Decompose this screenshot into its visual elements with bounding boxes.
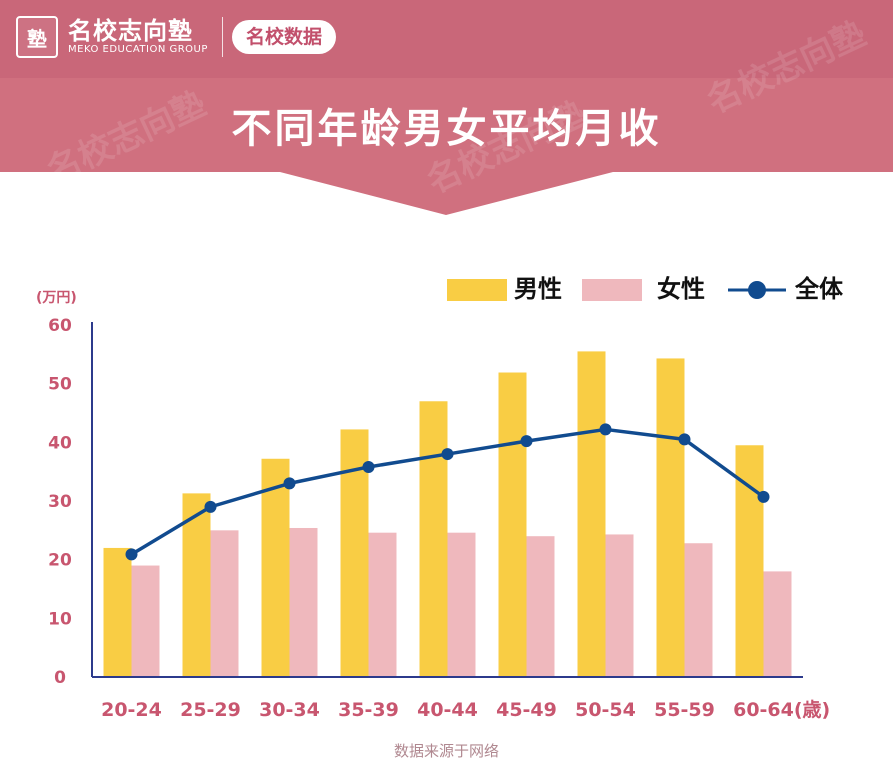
bar-female (526, 536, 555, 677)
bar-female (763, 571, 792, 677)
y-tick-label: 0 (54, 668, 66, 688)
total-point (757, 490, 770, 503)
total-line-series (125, 423, 770, 561)
total-point (678, 433, 691, 446)
total-point (283, 477, 296, 490)
x-tick-label: 20-24 (101, 699, 162, 721)
legend-label-female: 女性 (657, 275, 705, 303)
y-tick-label: 40 (48, 433, 72, 453)
bar-male (103, 547, 132, 677)
brand-logo-group: 塾 名校志向塾 MEKO EDUCATION GROUP (16, 16, 223, 58)
legend-swatch-total-dot (748, 281, 766, 299)
bar-male (419, 401, 448, 677)
source-note: 数据来源于网络 (393, 742, 499, 760)
y-tick-label: 30 (48, 492, 72, 512)
bar-female (289, 527, 318, 677)
x-tick-label: 30-34 (259, 699, 320, 721)
chart-legend: 男性 女性 全体 (447, 275, 844, 303)
bar-male (182, 493, 211, 677)
brand-logo-icon: 塾 (16, 16, 58, 58)
bar-female (605, 534, 634, 677)
bar-male (735, 445, 764, 677)
y-tick-label: 60 (48, 316, 72, 336)
x-tick-label: 35-39 (338, 699, 399, 721)
y-tick-label: 20 (48, 551, 72, 571)
total-point (204, 500, 217, 513)
bar-male (261, 458, 290, 677)
x-tick-label: 50-54 (575, 699, 636, 721)
bar-male (577, 351, 606, 677)
total-point (599, 423, 612, 436)
y-tick-label: 50 (48, 375, 72, 395)
header-top-strip (0, 0, 893, 78)
y-axis-ticks: 0 10 20 30 40 50 60 (48, 316, 72, 688)
page-title: 不同年龄男女平均月收 (231, 106, 662, 152)
legend-label-total: 全体 (794, 275, 844, 303)
bar-female (131, 565, 160, 677)
total-point (125, 548, 138, 561)
brand-text: 名校志向塾 MEKO EDUCATION GROUP (68, 18, 208, 56)
bars-group (103, 351, 792, 677)
brand-name: 名校志向塾 (68, 17, 193, 45)
total-point (441, 448, 454, 461)
brand-divider (221, 17, 223, 57)
bar-male (498, 372, 527, 677)
bar-female (368, 532, 397, 677)
y-tick-label: 10 (48, 609, 72, 629)
x-tick-label: 60-64 (733, 699, 794, 721)
legend-swatch-female (582, 279, 642, 301)
y-axis-label: (万円) (36, 290, 77, 306)
x-axis-ticks: 20-24 25-29 30-34 35-39 40-44 45-49 50-54 55-59… (101, 699, 830, 721)
bar-female (447, 532, 476, 677)
x-tick-label: 25-29 (180, 699, 241, 721)
total-point (520, 435, 533, 448)
bar-female (210, 530, 239, 677)
legend-swatch-male (447, 279, 507, 301)
category-tag: 名校数据 (232, 20, 337, 54)
legend-label-male: 男性 (514, 275, 562, 303)
x-tick-label: 40-44 (417, 699, 478, 721)
x-tick-label: 45-49 (496, 699, 557, 721)
brand-english-name: MEKO EDUCATION GROUP (68, 44, 208, 55)
x-axis-unit: (歳) (794, 699, 830, 721)
header-banner (0, 0, 893, 215)
x-tick-label: 55-59 (654, 699, 715, 721)
total-point (362, 460, 375, 473)
chart-axes (91, 322, 803, 678)
bar-female (684, 543, 713, 677)
bar-male (656, 358, 685, 677)
